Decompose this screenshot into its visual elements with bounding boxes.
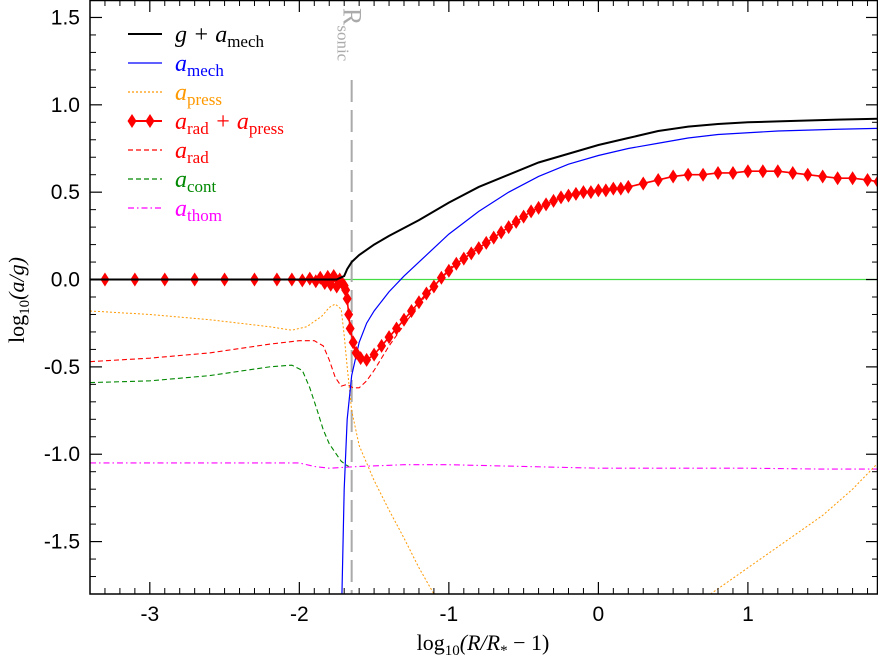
data-point-marker bbox=[348, 335, 358, 350]
data-point-marker bbox=[848, 171, 858, 186]
y-tick-label: 0.5 bbox=[51, 181, 80, 204]
y-tick-label: 1.0 bbox=[51, 94, 80, 117]
data-point-marker bbox=[803, 167, 813, 182]
data-point-marker bbox=[342, 291, 352, 306]
data-point-marker bbox=[728, 165, 738, 180]
series-line-a-cont bbox=[90, 364, 349, 467]
x-tick-label: 1 bbox=[742, 603, 754, 626]
x-tick-label: -3 bbox=[140, 603, 159, 626]
data-point-marker bbox=[616, 181, 626, 196]
series-line-a-press-segment-2 bbox=[710, 462, 878, 594]
data-point-marker bbox=[683, 167, 693, 182]
data-point-marker bbox=[474, 241, 484, 256]
x-tick-label: 0 bbox=[593, 603, 605, 626]
legend-marker bbox=[145, 114, 155, 128]
data-point-marker bbox=[653, 172, 663, 187]
data-point-marker bbox=[392, 321, 402, 336]
data-point-marker bbox=[788, 165, 798, 180]
data-point-marker bbox=[601, 183, 611, 198]
data-point-marker bbox=[356, 351, 366, 366]
data-point-marker bbox=[623, 179, 633, 194]
data-point-marker bbox=[698, 167, 708, 182]
axes-layer: -3 -2 -1 0 1 -1.5 -1.0 -0.5 0.0 0.5 1.0 1.5 bbox=[44, 0, 878, 626]
data-point-marker bbox=[384, 330, 394, 345]
data-point-marker bbox=[758, 164, 768, 179]
data-point-marker bbox=[429, 279, 439, 294]
y-axis-label: log10(a/g) bbox=[4, 257, 33, 343]
data-point-marker bbox=[713, 165, 723, 180]
data-point-marker bbox=[534, 200, 544, 215]
y-tick-label: -0.5 bbox=[44, 356, 80, 379]
data-point-marker bbox=[519, 209, 529, 224]
legend-label-a-rad-a-press: arad + apress bbox=[175, 109, 284, 138]
series-line-a-press bbox=[90, 303, 435, 594]
data-point-marker bbox=[504, 220, 514, 235]
data-point-marker bbox=[571, 186, 581, 201]
x-tick-label: -2 bbox=[290, 603, 309, 626]
y-tick-label: -1.0 bbox=[44, 443, 80, 466]
data-point-marker bbox=[586, 185, 596, 200]
data-point-marker bbox=[668, 169, 678, 184]
y-tick-label: -1.5 bbox=[44, 531, 80, 554]
data-point-marker bbox=[414, 295, 424, 310]
legend-label-g-a-mech: g + amech bbox=[175, 22, 265, 51]
legend-marker bbox=[127, 114, 137, 128]
data-point-marker bbox=[578, 185, 588, 200]
data-point-marker bbox=[344, 307, 354, 322]
data-point-marker bbox=[496, 225, 506, 240]
data-point-marker bbox=[466, 246, 476, 261]
series-line-a-rad bbox=[90, 245, 480, 389]
legend-label-a-mech: amech bbox=[175, 51, 224, 80]
data-point-marker bbox=[773, 164, 783, 179]
data-point-marker bbox=[863, 172, 873, 187]
legend-label-a-press: apress bbox=[175, 80, 222, 109]
x-axis-label: log10(R/R* − 1) bbox=[417, 630, 550, 659]
data-point-marker bbox=[399, 312, 409, 327]
sonic-radius-label: Rsonic bbox=[334, 8, 367, 62]
data-point-marker bbox=[459, 251, 469, 266]
axis-labels: Rsonic log10(R/R* − 1) log10(a/g) bbox=[4, 8, 549, 659]
data-point-marker bbox=[541, 197, 551, 212]
data-point-marker bbox=[406, 303, 416, 318]
data-point-marker bbox=[481, 235, 491, 250]
data-point-marker bbox=[362, 352, 372, 367]
data-point-marker bbox=[345, 321, 355, 336]
data-point-marker bbox=[436, 270, 446, 285]
series-line-g-a-mech bbox=[90, 117, 878, 281]
data-point-marker bbox=[369, 347, 379, 362]
legend-label-a-thom: athom bbox=[175, 196, 222, 225]
data-point-marker bbox=[444, 263, 454, 278]
data-point-marker bbox=[526, 204, 536, 219]
data-point-marker bbox=[563, 188, 573, 203]
y-tick-label: 1.5 bbox=[51, 6, 80, 29]
x-tick-label: -1 bbox=[440, 603, 459, 626]
series-line-a-mech bbox=[341, 127, 878, 594]
data-point-marker bbox=[556, 190, 566, 205]
data-point-marker bbox=[489, 230, 499, 245]
data-point-marker bbox=[593, 183, 603, 198]
series-line-a-thom bbox=[90, 462, 878, 470]
data-point-marker bbox=[743, 164, 753, 179]
data-point-marker bbox=[377, 338, 387, 353]
data-point-marker bbox=[818, 169, 828, 184]
data-point-marker bbox=[638, 176, 648, 191]
data-point-marker bbox=[608, 181, 618, 196]
data-point-marker bbox=[421, 286, 431, 301]
data-point-marker bbox=[833, 171, 843, 186]
data-point-marker bbox=[511, 214, 521, 229]
data-point-marker bbox=[451, 256, 461, 271]
legend-label-a-cont: acont bbox=[175, 167, 217, 196]
data-point-marker bbox=[549, 193, 559, 208]
y-tick-label: 0.0 bbox=[51, 269, 80, 292]
legend-label-a-rad: arad bbox=[175, 138, 209, 167]
